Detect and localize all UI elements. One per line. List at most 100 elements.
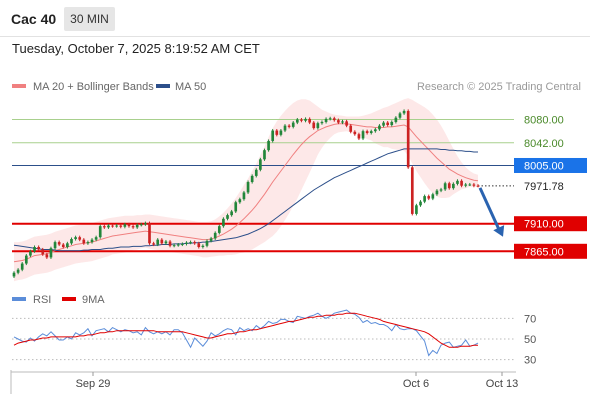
candle: [148, 223, 151, 244]
candle: [410, 167, 414, 214]
candle: [197, 243, 201, 247]
candle: [115, 225, 118, 227]
candle: [349, 125, 353, 132]
ma20-line: [13, 123, 479, 263]
rsi-tick-label: 50: [524, 334, 536, 346]
candle: [386, 122, 389, 126]
candle: [29, 251, 32, 256]
rsi-ma-legend-label: 9MA: [82, 294, 105, 306]
candle: [423, 196, 426, 202]
rsi-line: [13, 309, 479, 357]
candle: [135, 224, 139, 228]
candle: [419, 201, 422, 206]
candle: [193, 242, 197, 244]
candle: [209, 238, 213, 241]
ma20-legend-label: MA 20 + Bollinger Bands: [33, 81, 154, 93]
current-price-label: 7971.78: [524, 181, 564, 193]
candle: [234, 202, 238, 212]
candle: [160, 239, 164, 244]
candle: [213, 232, 217, 239]
candle: [33, 247, 36, 252]
candle: [61, 244, 65, 247]
timeframe-badge[interactable]: [64, 7, 115, 31]
candle: [86, 242, 90, 244]
candle: [369, 131, 373, 133]
candle: [398, 113, 402, 118]
rsi-tick-label: 30: [524, 355, 536, 367]
candle: [468, 184, 472, 186]
candle: [16, 269, 20, 273]
candle: [238, 199, 242, 203]
candle: [66, 243, 69, 247]
price-panel: 8080.00 8042.00 8005.00 7910.00 7865.00 7971.…: [12, 98, 587, 282]
candle: [295, 119, 299, 123]
candle: [242, 192, 246, 200]
candle: [144, 223, 147, 225]
candle: [374, 129, 377, 132]
ma20-legend-swatch: [12, 84, 26, 88]
candle: [472, 184, 476, 186]
time-axis: Sep 29 Oct 6 Oct 13: [10, 370, 518, 394]
candle: [447, 183, 451, 189]
ma50-legend-label: MA 50: [175, 81, 206, 93]
level-label-resistance: 8080.00: [524, 115, 564, 127]
ma50-legend-swatch: [156, 84, 170, 88]
candle: [98, 226, 102, 238]
candle: [78, 237, 82, 240]
candle: [324, 118, 328, 122]
candle: [291, 122, 295, 127]
copyright-text: Research © 2025 Trading Central: [417, 81, 581, 93]
candle: [70, 239, 73, 244]
rsi-ma-legend-swatch: [62, 297, 76, 301]
candle: [320, 121, 324, 124]
rsi-legend-label: RSI: [33, 294, 51, 306]
candle: [111, 225, 114, 227]
candle: [74, 237, 77, 240]
candle: [94, 237, 98, 240]
candle: [189, 242, 192, 244]
candle: [308, 118, 311, 123]
candle: [20, 263, 24, 270]
candle: [337, 120, 340, 123]
bollinger-band: [14, 98, 478, 282]
time-axis-label: Sep 29: [76, 378, 111, 390]
candle: [103, 226, 106, 228]
candle: [476, 185, 480, 187]
level-label-bg-support: [514, 216, 587, 232]
candle: [107, 225, 110, 228]
candle: [164, 241, 168, 244]
candle: [222, 218, 225, 227]
forecast-arrow-head: [493, 225, 505, 237]
candle: [382, 122, 385, 126]
candle: [127, 224, 131, 227]
candle: [123, 224, 127, 227]
candle: [201, 245, 205, 247]
candle: [90, 239, 94, 243]
datetime-text: Tuesday, October 7, 2025 8:19:52 AM CET: [12, 41, 260, 56]
candle: [316, 123, 320, 129]
rsi-panel: 70 50 30: [12, 309, 536, 367]
candle: [427, 196, 431, 199]
candle: [205, 240, 209, 246]
timeframe-label: 30 MIN: [70, 12, 109, 26]
candle: [12, 272, 16, 277]
level-label-resistance: 8042.00: [524, 138, 564, 150]
rsi-ma-line: [13, 312, 478, 348]
candle: [365, 131, 369, 133]
candle: [254, 169, 258, 176]
candle: [378, 125, 381, 130]
candle: [439, 189, 443, 191]
candle: [361, 131, 365, 139]
candle: [456, 180, 459, 184]
level-label-pivot: 8005.00: [524, 160, 564, 172]
candle: [230, 211, 233, 216]
candle: [49, 248, 53, 258]
candle: [275, 130, 279, 135]
candle: [168, 241, 172, 246]
candle: [390, 121, 394, 126]
candle: [402, 110, 406, 114]
candle: [152, 243, 155, 245]
candle: [460, 180, 463, 186]
candle: [452, 183, 455, 189]
